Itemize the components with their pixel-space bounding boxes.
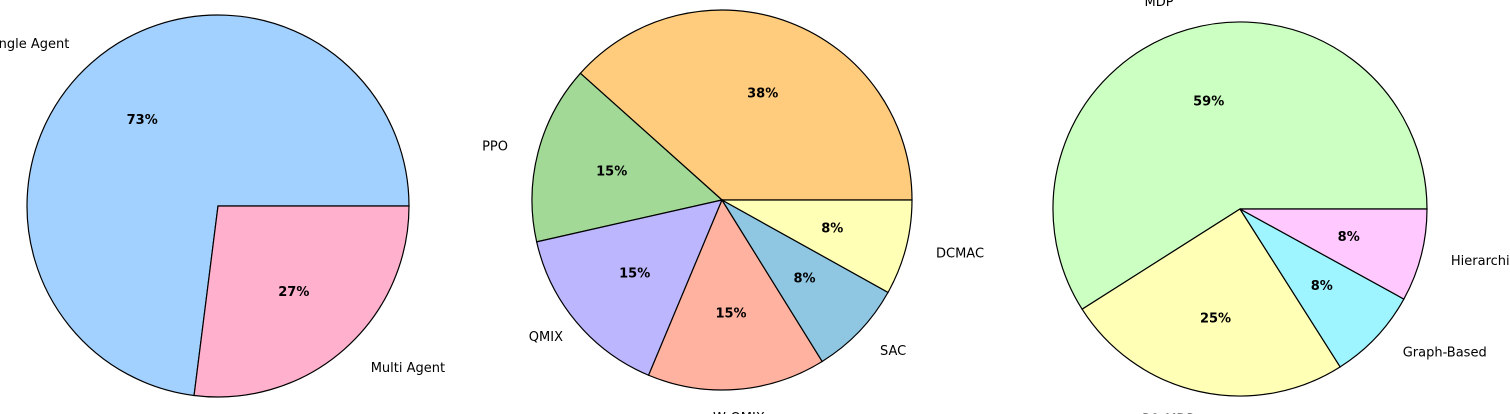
slice-dqn (579, 9, 913, 201)
pct-label-sac: 8% (793, 272, 815, 287)
slice-dcmac (719, 199, 913, 294)
category-label-po-mdp: PO-MDP (1142, 412, 1194, 414)
category-label-w-qmix: W-QMIX (713, 411, 765, 414)
slice-mdp (1052, 21, 1428, 311)
slice-qmix (535, 199, 724, 377)
pie-chart-2: 38% DQN 15% PPO 15% QMIX 15% W-QMIX 8% SAC 8% DCMAC (482, 0, 984, 414)
category-label-sac: SAC (880, 344, 906, 359)
slice-graph-based (1239, 208, 1405, 368)
category-label-dcmac: DCMAC (936, 246, 984, 261)
slice-w-qmix (647, 198, 823, 391)
category-label-qmix: QMIX (529, 330, 563, 345)
category-label-ppo: PPO (482, 140, 508, 155)
slice-single-agent (26, 14, 410, 397)
category-label-graph-based: Graph-Based (1403, 345, 1487, 360)
pct-label-hierarchical: 8% (1338, 230, 1360, 245)
pct-label-ppo: 15% (596, 164, 627, 179)
pct-label-dqn: 38% (747, 87, 778, 102)
pct-label-mdp: 59% (1193, 94, 1224, 109)
category-label-mdp: MDP (1145, 0, 1174, 10)
pct-label-multi-agent: 27% (278, 285, 309, 300)
category-label-hierarchical: Hierarchical (1451, 254, 1510, 269)
pie-chart-3: 59% MDP 25% PO-MDP 8% Graph-Based 8% Hierarchic… (1052, 0, 1510, 414)
category-label-dqn: DQN (798, 0, 828, 1)
pct-label-graph-based: 8% (1311, 279, 1333, 294)
pct-label-single-agent: 73% (127, 113, 158, 128)
slice-hierarchical (1239, 208, 1428, 300)
category-label-single-agent: Single Agent (0, 37, 69, 52)
slice-po-mdp (1081, 208, 1342, 397)
slice-ppo (531, 72, 724, 243)
category-label-multi-agent: Multi Agent (371, 361, 445, 376)
pie-chart-1: 73% Single Agent 27% Multi Agent (0, 14, 445, 398)
slice-multi-agent (193, 205, 410, 398)
pct-label-dcmac: 8% (821, 222, 843, 237)
pct-label-qmix: 15% (619, 266, 650, 281)
pct-label-po-mdp: 25% (1200, 312, 1231, 327)
pct-label-w-qmix: 15% (715, 307, 746, 322)
slice-sac (720, 198, 889, 363)
